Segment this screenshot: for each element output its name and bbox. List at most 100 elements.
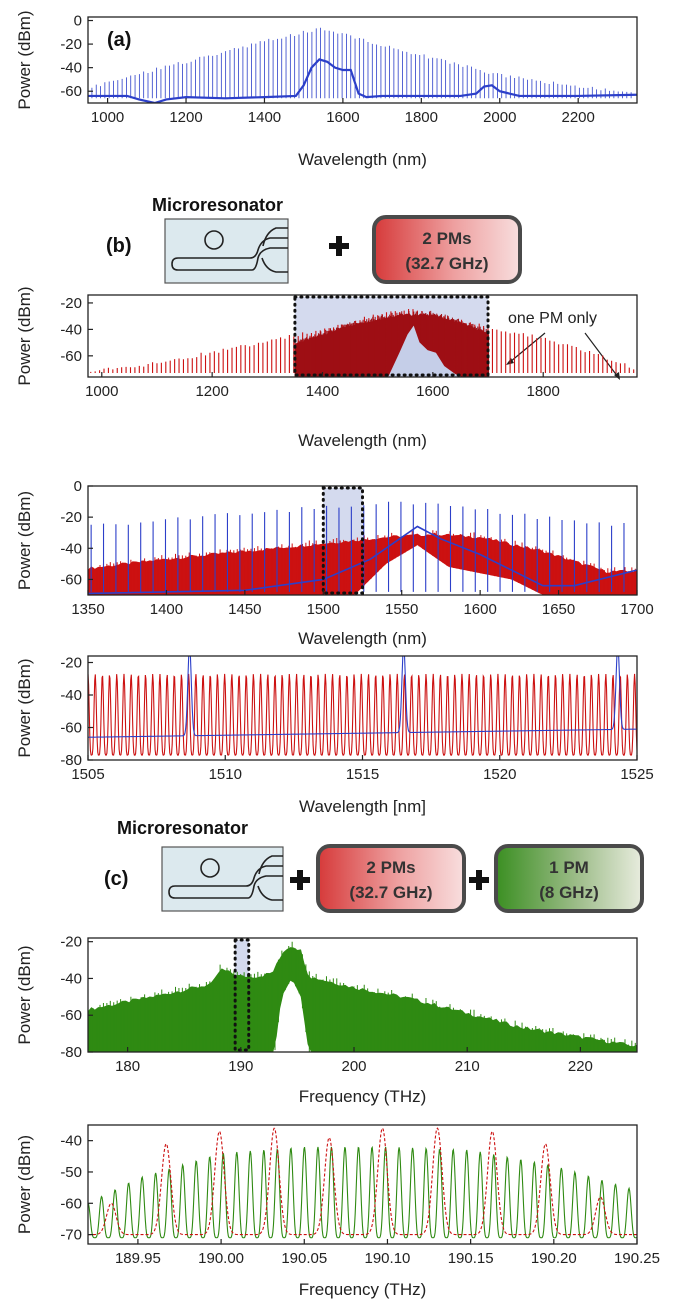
- ytick-label-c1-3: -80: [60, 1044, 82, 1061]
- xtick-label-b3-0: 1505: [71, 766, 104, 783]
- series-b2-0-texture: [89, 530, 636, 595]
- series-c1-0-texture: [89, 941, 636, 1052]
- selection-border-b1: [293, 295, 490, 377]
- series-c2-1: [88, 1127, 637, 1236]
- xtick-label-a-5: 2000: [483, 109, 516, 126]
- plus-sign-b: [329, 236, 349, 256]
- xtick-label-c1-3: 210: [455, 1058, 480, 1075]
- y-axis-title-b2: Power (dBm): [15, 491, 34, 590]
- pm-box-c2: 1 PM (8 GHz): [494, 844, 644, 913]
- pm-box-b-line1: 2 PMs: [422, 229, 471, 248]
- series-b3-1: [88, 656, 637, 738]
- xtick-label-b3-3: 1520: [483, 766, 516, 783]
- microresonator-title-b: Microresonator: [152, 195, 283, 215]
- series-c2-0: [88, 1145, 637, 1239]
- pm-box-c2-line2: (8 GHz): [539, 883, 599, 902]
- ytick-label-c1-0: -20: [60, 934, 82, 951]
- xtick-label-a-0: 1000: [91, 109, 124, 126]
- xtick-label-a-6: 2200: [561, 109, 594, 126]
- y-axis-title-b1: Power (dBm): [15, 286, 34, 385]
- plot-area-a: [88, 27, 637, 103]
- series-c1-0: [88, 947, 637, 1052]
- ytick-label-c2-3: -70: [60, 1227, 82, 1244]
- microresonator-device-c: [161, 846, 284, 912]
- ytick-label-b2-2: -40: [60, 540, 82, 557]
- frame-b1: [87, 294, 638, 378]
- xtick-label-b1-4: 1800: [527, 383, 560, 400]
- xtick-label-b1-1: 1200: [195, 383, 228, 400]
- ytick-label-c1-2: -60: [60, 1007, 82, 1024]
- xtick-label-a-1: 1200: [169, 109, 202, 126]
- microresonator-device-b: [164, 218, 289, 284]
- xtick-label-c1-4: 220: [568, 1058, 593, 1075]
- panel-letter-b: (b): [106, 235, 132, 257]
- xtick-label-b2-2: 1450: [228, 601, 261, 618]
- ytick-label-c1-1: -40: [60, 970, 82, 987]
- ytick-label-a-1: -20: [60, 36, 82, 53]
- ytick-label-b2-1: -20: [60, 509, 82, 526]
- plot-area-c1: [88, 940, 637, 1052]
- pm-box-b-line2: (32.7 GHz): [405, 254, 488, 273]
- xtick-label-b3-1: 1510: [209, 766, 242, 783]
- ytick-label-a-0: 0: [74, 13, 82, 30]
- annotation-arrow-2: [584, 332, 619, 378]
- xtick-label-a-2: 1400: [248, 109, 281, 126]
- frame-c2: [87, 1124, 638, 1245]
- xtick-label-b2-0: 1350: [71, 601, 104, 618]
- ytick-label-b2-3: -60: [60, 571, 82, 588]
- frame-c1: [87, 937, 638, 1053]
- xtick-label-b2-1: 1400: [150, 601, 183, 618]
- xtick-label-c1-2: 200: [341, 1058, 366, 1075]
- ytick-label-c2-0: -40: [60, 1133, 82, 1150]
- xtick-label-b2-4: 1550: [385, 601, 418, 618]
- ytick-label-b2-0: 0: [74, 478, 82, 495]
- plus-sign-c1: [290, 870, 310, 890]
- selection-border-b2: [321, 486, 364, 595]
- xtick-label-c2-3: 190.10: [365, 1250, 411, 1267]
- ytick-label-b3-3: -80: [60, 752, 82, 769]
- xtick-label-c2-5: 190.20: [531, 1250, 577, 1267]
- series-b3-0: [88, 673, 637, 756]
- xtick-label-c2-6: 190.25: [614, 1250, 660, 1267]
- x-axis-title-a: Wavelength (nm): [298, 150, 427, 169]
- pm-box-c1: 2 PMs (32.7 GHz): [316, 844, 466, 913]
- y-axis-title-c2: Power (dBm): [15, 1135, 34, 1234]
- xtick-label-b2-6: 1650: [542, 601, 575, 618]
- series-a-1: [88, 58, 637, 103]
- plus-sign-c2: [469, 870, 489, 890]
- y-axis-title-b3: Power (dBm): [15, 658, 34, 757]
- xtick-label-b2-7: 1700: [620, 601, 653, 618]
- ytick-label-c2-2: -60: [60, 1195, 82, 1212]
- selection-border-c1: [233, 938, 251, 1052]
- plot-area-c2: [88, 1127, 637, 1239]
- xtick-label-b3-2: 1515: [346, 766, 379, 783]
- chart-panel-b3: 1505 1510 1515 1520 1525 -20 -40 -60 -80 Waveleng…: [15, 655, 654, 817]
- chart-panel-c1: 180 190 200 210 220 -20 -40 -60 -80 Frequency (TH…: [15, 934, 638, 1106]
- pm-box-c1-line1: 2 PMs: [366, 858, 415, 877]
- xtick-label-a-3: 1600: [326, 109, 359, 126]
- panel-letter-a: (a): [107, 29, 131, 51]
- xtick-label-b1-0: 1000: [85, 383, 118, 400]
- xtick-label-c2-1: 190.00: [198, 1250, 244, 1267]
- y-axis-title-a: Power (dBm): [15, 10, 34, 109]
- series-b1-1-texture: [295, 310, 490, 377]
- frame-b2: [87, 485, 638, 596]
- x-axis-title-b3: Wavelength [nm]: [299, 797, 426, 816]
- ytick-label-b3-2: -60: [60, 720, 82, 737]
- chart-panel-c2: 189.95 190.00 190.05 190.10 190.15 190.20 190.…: [15, 1124, 660, 1299]
- xtick-label-b1-3: 1600: [416, 383, 449, 400]
- ytick-label-a-2: -40: [60, 60, 82, 77]
- ytick-label-c2-1: -50: [60, 1164, 82, 1181]
- schematic-b: Microresonator (b) 2 PMs (32.7 GHz): [106, 195, 522, 284]
- pm-box-c2-line1: 1 PM: [549, 858, 589, 877]
- ytick-label-b1-1: -40: [60, 321, 82, 338]
- x-axis-title-c1: Frequency (THz): [299, 1087, 427, 1106]
- xtick-label-b3-4: 1525: [620, 766, 653, 783]
- frame-a: [87, 16, 638, 104]
- pm-box-c1-line2: (32.7 GHz): [349, 883, 432, 902]
- plot-area-b1: [90, 297, 635, 377]
- pm-box-b: 2 PMs (32.7 GHz): [372, 215, 522, 284]
- ytick-label-b3-1: -40: [60, 687, 82, 704]
- ytick-label-a-3: -60: [60, 83, 82, 100]
